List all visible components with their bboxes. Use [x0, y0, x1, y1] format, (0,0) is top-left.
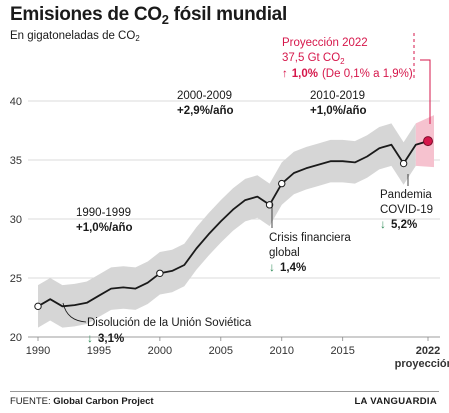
annotation-2000-2009: 2000-2009 +2,9%/año	[177, 90, 234, 117]
markers-layer	[34, 136, 433, 311]
x-tick-label-2000: 2000	[148, 345, 172, 357]
x-tick-label-1990: 1990	[26, 345, 50, 357]
period-1990-1999-label: 1990-1999	[76, 207, 131, 219]
brand-logo: LA VANGUARDIA	[354, 396, 437, 407]
y-tick-label-30: 30	[10, 214, 22, 226]
down-arrow-icon: ↓	[87, 331, 93, 345]
y-tick-label-40: 40	[10, 96, 22, 108]
emissions-line	[37, 140, 429, 308]
annotation-financial-crisis: Crisis financiera global ↓ 1,4%	[269, 200, 351, 274]
marker-2000	[156, 269, 164, 277]
marker-2010	[278, 179, 286, 188]
projection-leader-line	[420, 59, 431, 124]
down-arrow-icon: ↓	[380, 217, 386, 231]
x-tick-label-2015: 2015	[330, 345, 354, 357]
marker-2020	[399, 159, 408, 168]
marker-2009	[265, 201, 274, 209]
pandemic-change: ↓ 5,2%	[380, 217, 417, 231]
projection-annotation: Proyección 2022 37,5 Gt CO2 ↑ 1,0% (De 0,1…	[282, 33, 431, 124]
projection-value: 37,5 Gt CO2	[282, 52, 345, 66]
down-arrow-icon: ↓	[269, 260, 275, 274]
marker-1990	[34, 302, 42, 311]
annotation-pandemic: Pandemia COVID-19 ↓ 5,2%	[380, 174, 433, 231]
x-tick-label-proyeccion: proyección	[395, 358, 449, 370]
annotation-2010-2019: 2010-2019 +1,0%/año	[310, 90, 367, 117]
soviet-leader-line	[62, 302, 87, 323]
soviet-label: Disolución de la Unión Soviética	[87, 317, 252, 329]
x-tick-label-2010: 2010	[270, 345, 294, 357]
annotation-soviet-dissolution: Disolución de la Unión Soviética ↓ 3,1%	[62, 302, 252, 345]
chart-title: Emisiones de CO2 fósil mundial	[10, 4, 287, 27]
y-tick-label-20: 20	[10, 332, 22, 344]
soviet-change: ↓ 3,1%	[87, 331, 124, 345]
period-2010-2019-rate: +1,0%/año	[310, 105, 367, 117]
source-note: FUENTE: Global Carbon Project	[10, 396, 154, 407]
x-tick-label-2022: 2022	[416, 345, 440, 357]
x-tick-label-2005: 2005	[209, 345, 233, 357]
uncertainty-band	[38, 123, 416, 328]
chart-subtitle: En gigatoneladas de CO2	[10, 30, 140, 44]
projection-change: ↑ 1,0% (De 0,1% a 1,9%)	[282, 68, 413, 80]
series-line-layer	[37, 140, 429, 308]
projection-title: Proyección 2022	[282, 37, 368, 49]
y-tick-label-35: 35	[10, 155, 22, 167]
period-1990-1999-rate: +1,0%/año	[76, 222, 133, 234]
pandemic-label-line2: COVID-19	[380, 204, 433, 216]
y-tick-label-25: 25	[10, 273, 22, 285]
period-2010-2019-label: 2010-2019	[310, 90, 365, 102]
footer-divider	[10, 391, 439, 392]
pandemic-label-line1: Pandemia	[380, 189, 432, 201]
projection-marker-2022	[423, 136, 433, 147]
annotation-1990-1999: 1990-1999 +1,0%/año	[76, 207, 133, 234]
period-2000-2009-rate: +2,9%/año	[177, 105, 234, 117]
crisis-label-line2: global	[269, 247, 300, 259]
crisis-label-line1: Crisis financiera	[269, 232, 351, 244]
crisis-change: ↓ 1,4%	[269, 260, 306, 274]
x-tick-label-1995: 1995	[87, 345, 111, 357]
axis-layer: 20 25 30 35 40 1990 1995 2000 2005 2010 2015 2022pr…	[10, 96, 449, 370]
period-2000-2009-label: 2000-2009	[177, 90, 232, 102]
